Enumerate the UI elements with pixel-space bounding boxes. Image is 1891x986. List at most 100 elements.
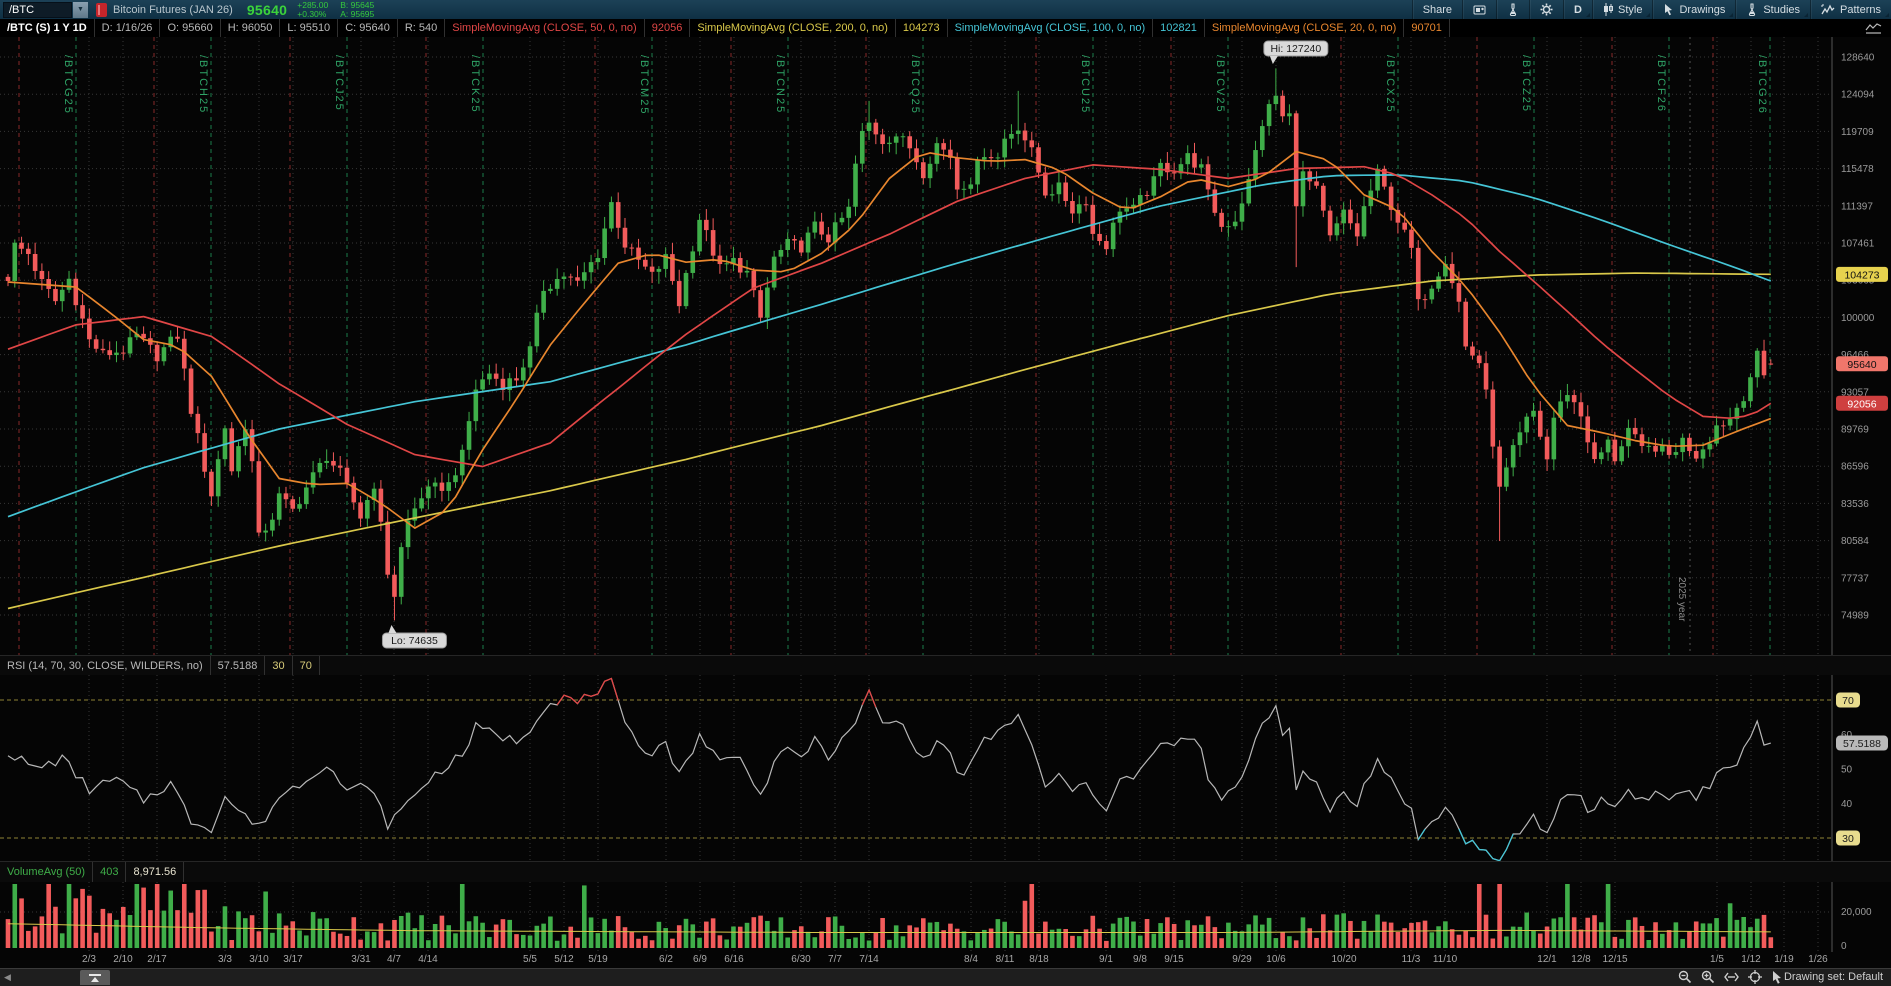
contract-label: /BTCG25 [62,55,74,115]
svg-text:104273: 104273 [1844,269,1879,281]
studies-label: Studies [1763,3,1801,16]
zoom-in-icon[interactable] [1701,970,1715,986]
date-label: 9/1 [1099,954,1113,965]
contract-label: /BTCU25 [1079,55,1091,114]
d-label: D [1574,3,1582,16]
ohlc-field-l: L: 95510 [280,19,339,37]
rsi-axis-bubble-57.5188: 57.5188 [1843,738,1881,750]
date-label: 3/10 [249,954,269,965]
date-label: 9/8 [1133,954,1147,965]
volume-panel[interactable]: 20,000 0 [0,882,1891,952]
date-label: 2/17 [147,954,167,965]
volume-axis-label: 20,000 [1841,907,1872,918]
date-label: 1/19 [1774,954,1794,965]
news-button[interactable] [1462,0,1496,19]
study-label-3[interactable]: SimpleMovingAvg (CLOSE, 20, 0, no) [1205,19,1405,37]
rsi-study-label[interactable]: RSI (14, 70, 30, CLOSE, WILDERS, no) [0,656,211,675]
time-axis[interactable]: 2/3 2/10 2/17 3/3 3/10 3/17 3/31 4/7 4/14 5/5 5/12… [0,952,1891,968]
expand-panel-button[interactable] [80,970,110,985]
studies-button[interactable]: Studies [1735,0,1810,19]
rsi-oversold-param: 30 [265,656,293,675]
symbol-dropdown-button[interactable]: ▼ [73,1,88,18]
volume-avg-label[interactable]: VolumeAvg (50) [0,862,94,882]
scroll-left-arrow-icon[interactable]: ◀ [4,972,11,982]
contract-label: /BTCZ25 [1520,55,1532,113]
main-price-chart[interactable]: 1286401240941197091154781113971074611036… [0,37,1891,655]
news-icon [1473,4,1486,16]
style-button[interactable]: Style [1592,0,1652,19]
date-label: 5/19 [588,954,608,965]
expand-triangle-icon [91,976,99,982]
date-label: 6/9 [693,954,707,965]
date-label: 8/11 [995,954,1015,965]
price-bubble-92056: 92056 [1836,395,1888,411]
d-button[interactable]: D [1563,0,1592,19]
simplemovingavg-20-line [7,150,1772,529]
date-label: 10/6 [1266,954,1286,965]
alert-badge-icon[interactable] [96,2,107,17]
symbol-input[interactable]: /BTC [3,1,72,18]
top-toolbar: /BTC ▼ Bitcoin Futures (JAN 26) 95640 +2… [0,0,1891,19]
price-axis-label: 111397 [1841,201,1873,212]
chart-tool-icons [1678,969,1783,986]
date-label: 2/3 [82,954,96,965]
price-axis-label: 107461 [1841,239,1875,250]
cursor-tool-icon[interactable] [1771,970,1783,986]
study-label-1[interactable]: SimpleMovingAvg (CLOSE, 200, 0, no) [690,19,896,37]
share-button[interactable]: Share [1411,0,1462,19]
gear-button[interactable] [1529,0,1563,19]
contract-label: /BTCV25 [1214,55,1226,114]
date-label: 1/12 [1741,954,1761,965]
contract-label: /BTCH25 [197,55,209,114]
price-axis-label: 128640 [1841,53,1875,64]
chart-header-spacer [1450,19,1857,37]
volume-avg-length: 403 [93,862,127,882]
contract-label: /BTCX25 [1384,55,1396,114]
pattern-icon [1821,4,1835,16]
simplemovingavg-100-line [7,174,1772,518]
price-axis-label: 83536 [1841,499,1869,510]
study-label-2[interactable]: SimpleMovingAvg (CLOSE, 100, 0, no) [948,19,1154,37]
drawing-set-label[interactable]: Drawing set: Default [1783,971,1883,983]
date-label: 1/26 [1808,954,1828,965]
crosshair-icon[interactable] [1748,969,1762,986]
volume-axis[interactable]: 20,000 0 [1831,882,1872,952]
simplemovingavg-200-line [7,272,1771,610]
rsi-line [7,677,1771,861]
price-change: +285.00 +0.30% [297,0,328,19]
price-axis-label: 124094 [1841,90,1875,101]
zoom-out-icon[interactable] [1678,970,1692,986]
simplemovingavg-50-line [7,164,1772,468]
price-scale-icon[interactable] [1857,19,1891,37]
flask-button[interactable] [1496,0,1529,19]
ohlc-field-h: H: 96050 [221,19,281,37]
patterns-button[interactable]: Patterns [1810,0,1891,19]
price-axis-label: 119709 [1841,127,1874,138]
date-label: 6/2 [659,954,673,965]
ohlc-field-o: O: 95660 [160,19,221,37]
contract-expiration-lines: /BTCG25/BTCH25/BTCJ25/BTCK25/BTCM25/BTCN… [18,37,1771,655]
date-label: 11/10 [1432,954,1458,965]
pan-icon[interactable] [1724,971,1739,986]
price-axis-label: 100000 [1841,313,1875,324]
toolbar-buttons: Share D Style Drawings Studies Patterns [1411,0,1891,19]
rsi-axis-label: 50 [1841,765,1853,776]
drawings-button[interactable]: Drawings [1652,0,1735,19]
date-label: 5/5 [523,954,537,965]
date-label: 9/15 [1164,954,1184,965]
bid-ask: B: 95645 A: 95695 [340,0,374,19]
study-label-0[interactable]: SimpleMovingAvg (CLOSE, 50, 0, no) [445,19,645,37]
contract-label: /BTCG26 [1756,55,1768,115]
expand-bar-icon [89,973,101,976]
style-label: Style [1618,3,1643,16]
study-value-2: 102821 [1153,19,1205,37]
price-axis-label: 96466 [1841,350,1869,361]
ohlc-field-d: D: 1/16/26 [95,19,161,37]
rsi-grid [88,675,1819,861]
ohlc-field-r: R: 540 [398,19,446,37]
price-axis[interactable]: 1286401240941197091154781113971074611036… [1831,37,1888,655]
date-label: 6/30 [791,954,811,965]
